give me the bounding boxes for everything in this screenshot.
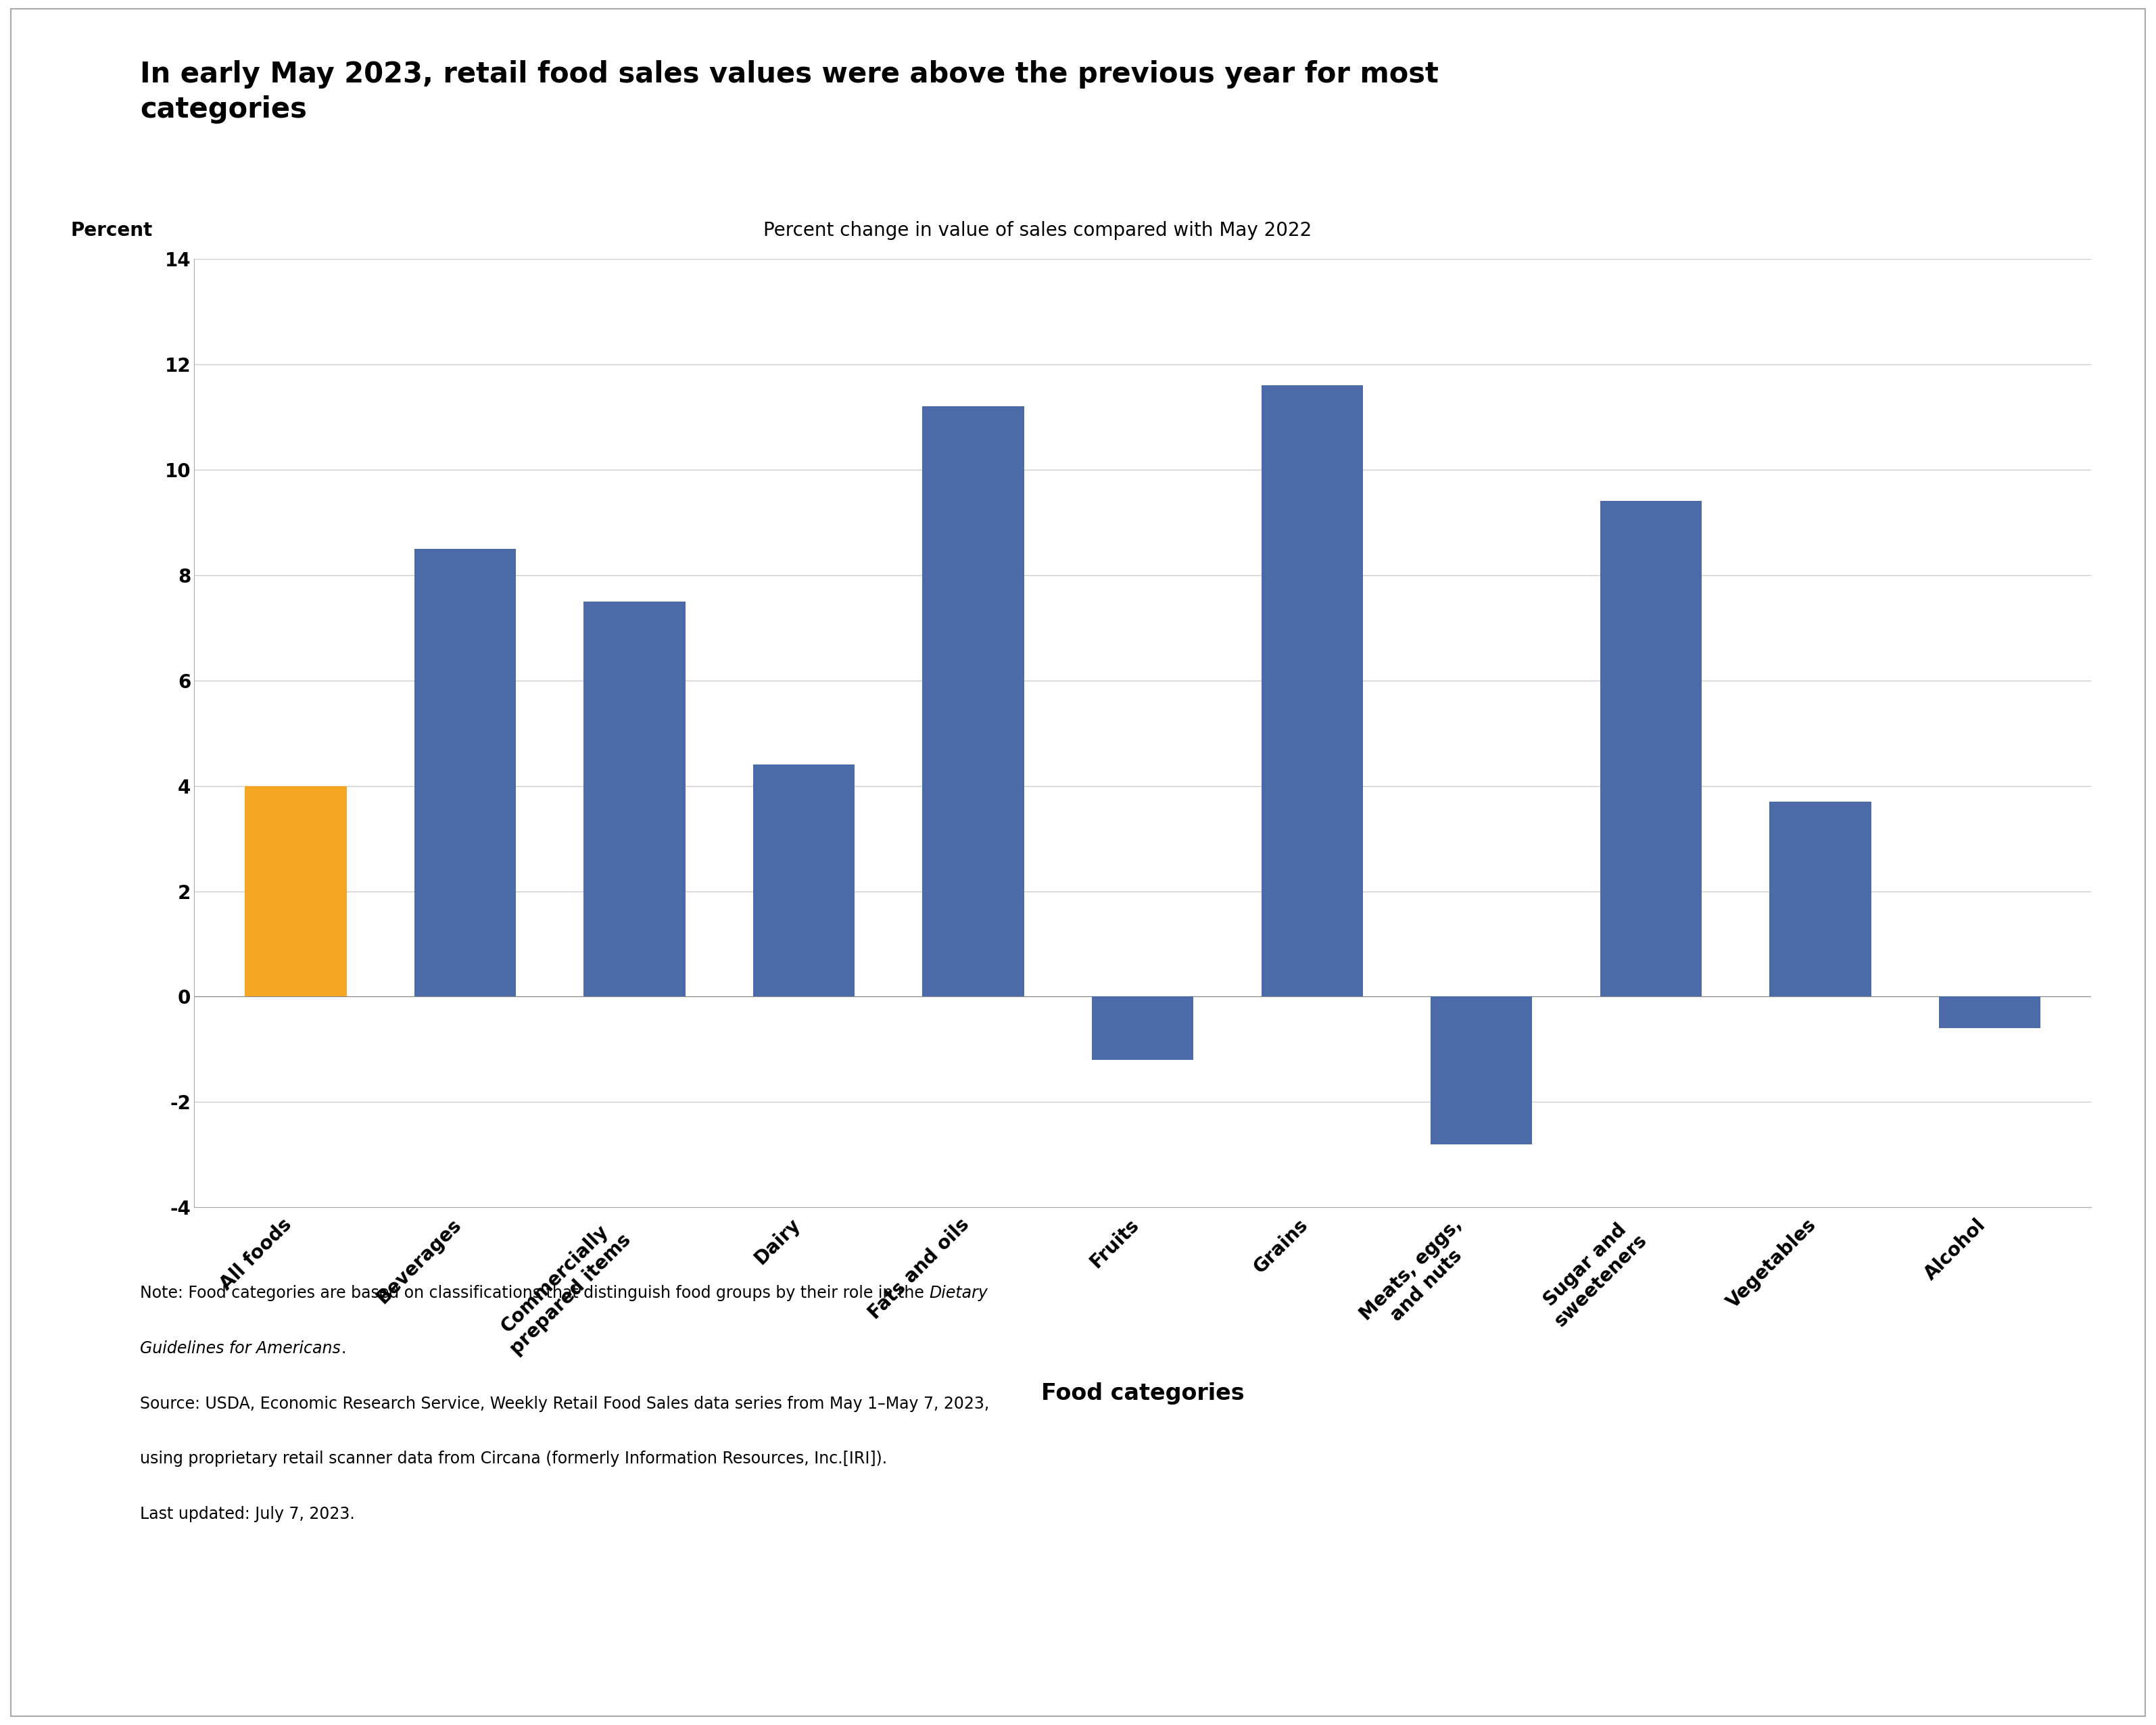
Text: Note: Food categories are based on classifications that distinguish food groups : Note: Food categories are based on class…	[140, 1285, 929, 1301]
Text: using proprietary retail scanner data from Circana (formerly Information Resourc: using proprietary retail scanner data fr…	[140, 1451, 888, 1466]
Text: In early May 2023, retail food sales values were above the previous year for mos: In early May 2023, retail food sales val…	[140, 60, 1438, 124]
Text: .: .	[341, 1340, 345, 1356]
Bar	[752, 764, 854, 997]
Bar	[1770, 802, 1871, 997]
Bar	[923, 407, 1024, 997]
Text: Percent: Percent	[71, 221, 153, 240]
Text: Last updated: July 7, 2023.: Last updated: July 7, 2023.	[140, 1506, 356, 1521]
Bar	[414, 549, 515, 997]
Bar	[584, 602, 686, 997]
Bar	[1432, 997, 1533, 1144]
Bar	[1261, 385, 1363, 997]
Bar	[1091, 997, 1194, 1059]
Text: Source: USDA, Economic Research Service, Weekly Retail Food Sales data series fr: Source: USDA, Economic Research Service,…	[140, 1396, 990, 1411]
Text: Percent change in value of sales compared with May 2022: Percent change in value of sales compare…	[763, 221, 1311, 240]
Text: Dietary: Dietary	[929, 1285, 987, 1301]
Bar	[1600, 502, 1701, 997]
X-axis label: Food categories: Food categories	[1041, 1382, 1244, 1404]
Text: Guidelines for Americans: Guidelines for Americans	[140, 1340, 341, 1356]
Bar	[1938, 997, 2040, 1028]
Bar	[246, 787, 347, 997]
